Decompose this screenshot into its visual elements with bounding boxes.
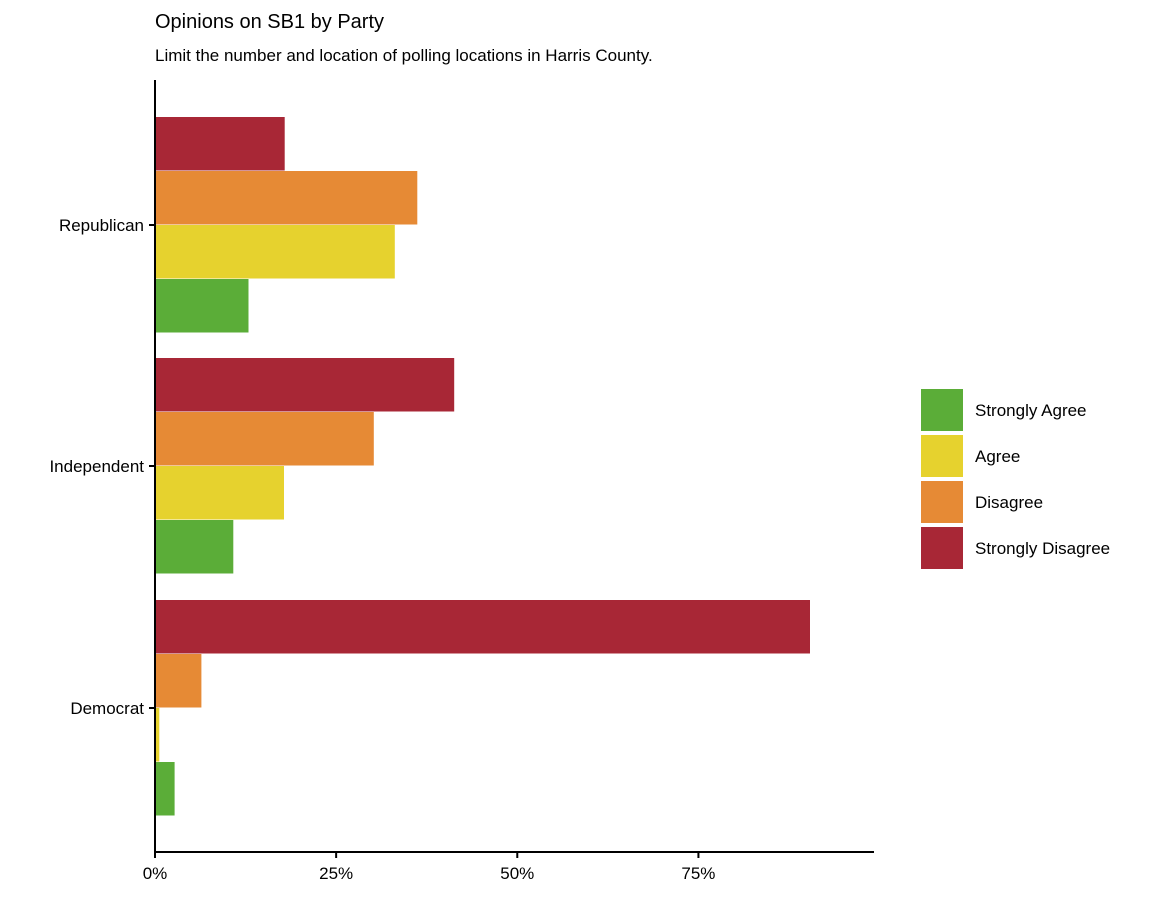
bar-independent-strongly-disagree <box>155 358 455 412</box>
chart-subtitle: Limit the number and location of polling… <box>155 46 653 65</box>
bar-democrat-disagree <box>155 654 202 708</box>
y-tick-label-independent: Independent <box>49 457 144 476</box>
x-tick-label-50: 50% <box>500 864 534 883</box>
bar-democrat-agree <box>155 708 160 762</box>
bar-independent-strongly-agree <box>155 520 234 574</box>
x-tick-label-0: 0% <box>143 864 168 883</box>
y-tick-label-republican: Republican <box>59 216 144 235</box>
legend-swatch-strongly-agree <box>921 389 963 431</box>
y-tick-label-democrat: Democrat <box>70 699 144 718</box>
x-ticks-group: 0% 25% 50% 75% <box>143 852 715 883</box>
legend-label-strongly-disagree: Strongly Disagree <box>975 539 1110 558</box>
bar-independent-agree <box>155 466 284 520</box>
legend-swatch-strongly-disagree <box>921 527 963 569</box>
legend-label-disagree: Disagree <box>975 493 1043 512</box>
x-tick-label-25: 25% <box>319 864 353 883</box>
bar-republican-disagree <box>155 171 418 225</box>
bar-republican-strongly-disagree <box>155 117 285 171</box>
legend-label-strongly-agree: Strongly Agree <box>975 401 1087 420</box>
y-ticks-group: Republican Independent Democrat <box>49 216 155 718</box>
legend-label-agree: Agree <box>975 447 1020 466</box>
bar-independent-disagree <box>155 412 374 466</box>
bar-republican-agree <box>155 225 395 279</box>
bar-democrat-strongly-agree <box>155 762 175 816</box>
legend: Strongly Agree Agree Disagree Strongly Disa… <box>921 389 1110 569</box>
bars-group <box>155 117 810 816</box>
bar-democrat-strongly-disagree <box>155 600 810 654</box>
chart-title: Opinions on SB1 by Party <box>155 11 384 33</box>
legend-swatch-disagree <box>921 481 963 523</box>
legend-swatch-agree <box>921 435 963 477</box>
bar-republican-strongly-agree <box>155 279 249 333</box>
x-tick-label-75: 75% <box>681 864 715 883</box>
